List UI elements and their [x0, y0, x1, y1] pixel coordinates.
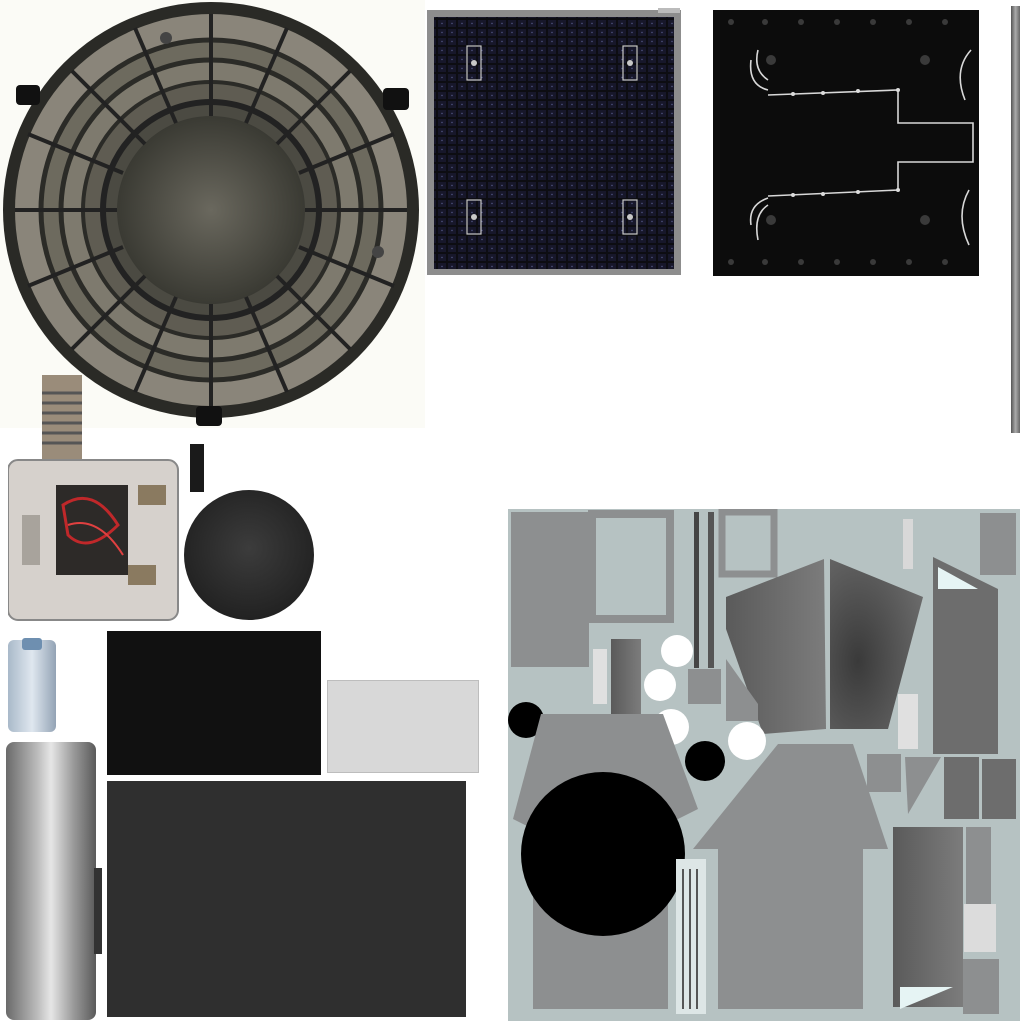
solar-panel-texture [427, 10, 681, 275]
antenna-dish-icon [3, 2, 419, 426]
metal-cylinder-texture [6, 742, 96, 1020]
uv-parts-sheet [508, 509, 1020, 1021]
small-dark-bar-texture [190, 444, 204, 492]
solar-cells-icon [434, 17, 674, 269]
light-gray-panel-texture [327, 680, 479, 773]
solar-panel-tab [658, 8, 680, 13]
antenna-dish-texture [0, 0, 425, 428]
edge-strip-texture [1011, 6, 1020, 433]
wiring-icon [728, 19, 974, 265]
cylinder-bracket [94, 868, 102, 954]
mechanism-photo-texture [8, 375, 183, 625]
uv-layout-icon [508, 509, 1016, 1014]
dark-gray-panel-texture [107, 781, 466, 1017]
circuit-board-texture [713, 10, 979, 276]
canister-cap [22, 638, 42, 650]
black-panel-texture [107, 631, 321, 775]
blue-canister-texture [8, 638, 56, 732]
hardware-icon [8, 375, 179, 621]
dark-sphere-texture [184, 490, 314, 620]
